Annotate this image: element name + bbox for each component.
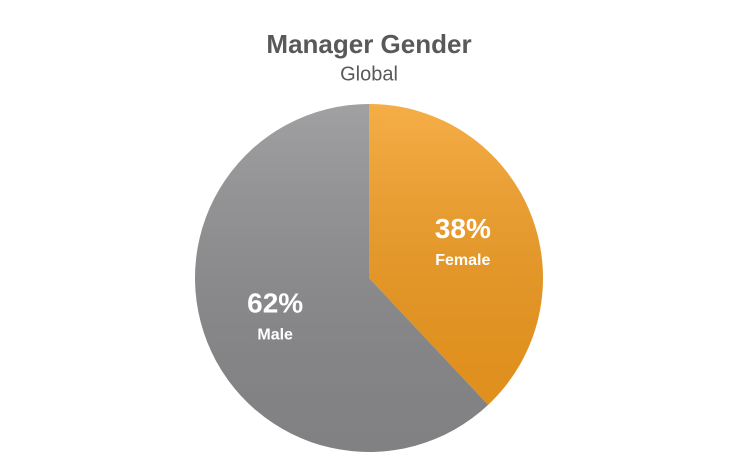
value-label: 38% — [435, 213, 491, 244]
chart-subtitle: Global — [340, 63, 398, 85]
chart-title: Manager Gender — [266, 29, 471, 59]
slice-shade — [194, 104, 489, 452]
category-label: Male — [257, 326, 293, 343]
slice-shade — [369, 104, 543, 405]
value-label: 62% — [247, 288, 303, 319]
category-label: Female — [435, 252, 490, 269]
